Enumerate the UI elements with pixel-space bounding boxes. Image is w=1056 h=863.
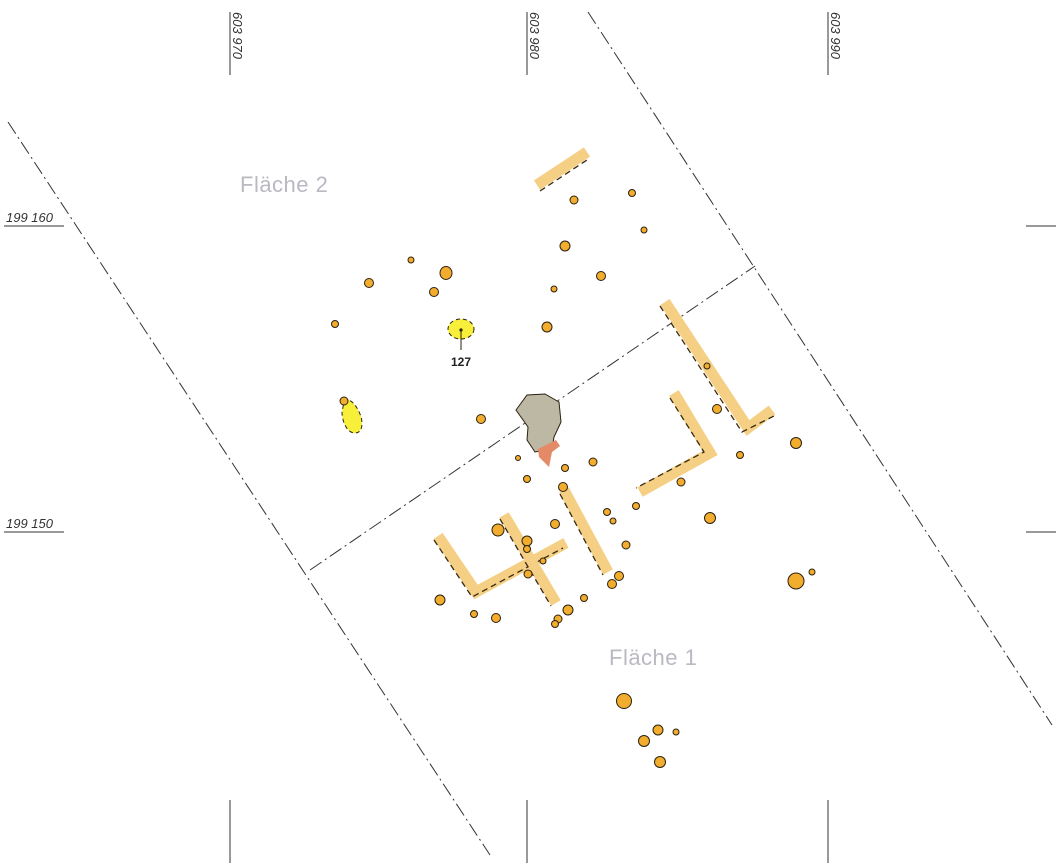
posthole [339, 396, 349, 406]
posthole [603, 508, 611, 516]
posthole [787, 572, 805, 590]
posthole [580, 594, 588, 602]
posthole [638, 735, 650, 747]
area-label-flaeche-2: Fläche 2 [240, 172, 328, 197]
posthole [609, 517, 617, 525]
posthole [491, 613, 501, 623]
posthole [569, 195, 579, 205]
wall-trenches [433, 147, 776, 607]
posthole [559, 240, 571, 252]
posthole [523, 545, 531, 553]
yellow-pit [341, 399, 363, 434]
posthole [596, 271, 606, 281]
posthole [521, 535, 533, 547]
posthole [434, 594, 446, 606]
posthole [407, 256, 415, 264]
posthole [632, 502, 640, 510]
posthole [652, 724, 664, 736]
wall-trench [499, 512, 561, 607]
y-coordinate-label-2: 199 150 [6, 516, 54, 531]
posthole [476, 414, 486, 424]
posthole [364, 278, 374, 288]
posthole [550, 285, 558, 293]
posthole [621, 540, 631, 550]
posthole [703, 362, 711, 370]
posthole [515, 455, 521, 461]
feature-127-marker [459, 328, 463, 332]
posthole [654, 756, 666, 768]
posthole [523, 569, 533, 579]
y-coordinate-label-1: 199 160 [6, 210, 54, 225]
posthole [640, 226, 648, 234]
x-coordinate-label-1: 603 970 [230, 12, 245, 60]
posthole [712, 404, 722, 414]
red-feature [538, 440, 560, 467]
posthole [736, 451, 744, 459]
x-coordinate-label-2: 603 980 [527, 12, 542, 60]
posthole [550, 519, 560, 529]
grey-feature [515, 393, 562, 453]
posthole [562, 604, 574, 616]
boundary-east [587, 11, 1053, 726]
posthole [676, 477, 686, 487]
x-coordinate-label-3: 603 990 [828, 12, 843, 60]
posthole [628, 189, 636, 197]
posthole [704, 512, 716, 524]
posthole [429, 287, 439, 297]
wall-trench [533, 147, 591, 192]
feature-label-127: 127 [451, 355, 471, 369]
wall-trench [559, 487, 613, 576]
posthole [616, 693, 632, 709]
posthole [558, 482, 568, 492]
posthole [607, 579, 617, 589]
posthole [470, 610, 478, 618]
posthole [790, 437, 802, 449]
posthole [491, 523, 505, 537]
posthole [539, 557, 547, 565]
wall-trench [659, 298, 776, 436]
posthole [551, 620, 559, 628]
postholes [331, 189, 816, 768]
wall-trench [635, 390, 718, 497]
posthole [808, 568, 816, 576]
grid-ticks [4, 12, 1056, 863]
boundary-west [7, 121, 491, 856]
posthole [331, 320, 339, 328]
posthole [561, 464, 569, 472]
posthole [541, 321, 553, 333]
posthole [523, 475, 531, 483]
posthole [439, 266, 453, 280]
area-label-flaeche-1: Fläche 1 [609, 645, 697, 670]
posthole [614, 571, 624, 581]
posthole [588, 457, 598, 467]
posthole [672, 728, 680, 736]
